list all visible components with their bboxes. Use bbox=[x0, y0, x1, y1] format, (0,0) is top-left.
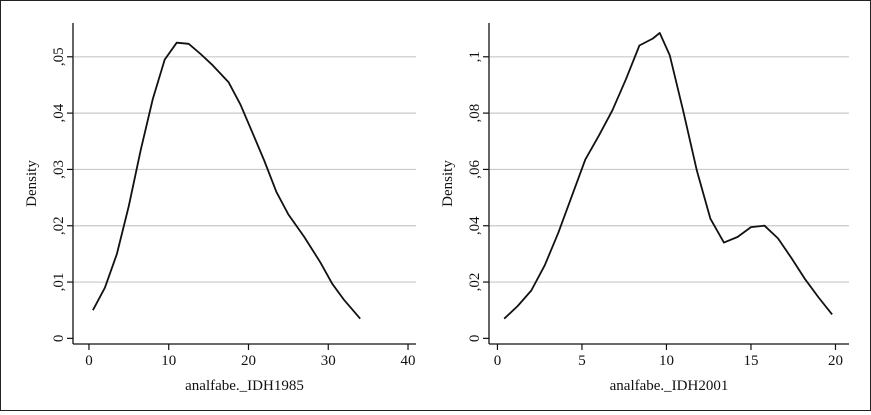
x-tick-label: 10 bbox=[161, 353, 176, 369]
x-tick-label: 5 bbox=[578, 353, 586, 369]
x-tick-label: 0 bbox=[494, 353, 502, 369]
panel-idh1985: 0 ,01 ,02 ,03 ,04 ,05 0 10 20 30 40 analfabe._IDH19… bbox=[24, 23, 416, 394]
y-tick-label: ,05 bbox=[51, 47, 67, 66]
x-axis-label: analfabe._IDH2001 bbox=[610, 378, 729, 394]
y-tick-label: ,02 bbox=[467, 273, 483, 292]
y-tick-label: ,02 bbox=[51, 216, 67, 235]
x-tick-label: 20 bbox=[828, 353, 843, 369]
panel-idh2001: 0 ,02 ,04 ,06 ,08 ,1 0 5 10 15 20 analfabe._IDH2001… bbox=[440, 23, 849, 394]
x-axis-label: analfabe._IDH1985 bbox=[185, 378, 304, 394]
y-tick-label: ,04 bbox=[51, 103, 67, 122]
y-tick-label: ,06 bbox=[467, 160, 483, 179]
y-tick-label: ,1 bbox=[467, 51, 483, 62]
y-tick-label: ,01 bbox=[51, 273, 67, 292]
density-line bbox=[503, 31, 833, 320]
x-tick-label: 30 bbox=[321, 353, 336, 369]
y-axis-label: Density bbox=[440, 160, 456, 207]
x-tick-label: 40 bbox=[401, 353, 416, 369]
x-tick-label: 10 bbox=[659, 353, 674, 369]
y-tick-label: 0 bbox=[51, 335, 67, 343]
x-tick-label: 15 bbox=[743, 353, 758, 369]
density-line bbox=[92, 41, 361, 320]
x-tick-label: 20 bbox=[241, 353, 256, 369]
y-axis-label: Density bbox=[24, 160, 40, 207]
x-tick-label: 0 bbox=[85, 353, 93, 369]
y-tick-label: 0 bbox=[467, 335, 483, 343]
y-tick-label: ,04 bbox=[467, 216, 483, 235]
y-tick-label: ,03 bbox=[51, 160, 67, 179]
y-tick-label: ,08 bbox=[467, 104, 483, 123]
